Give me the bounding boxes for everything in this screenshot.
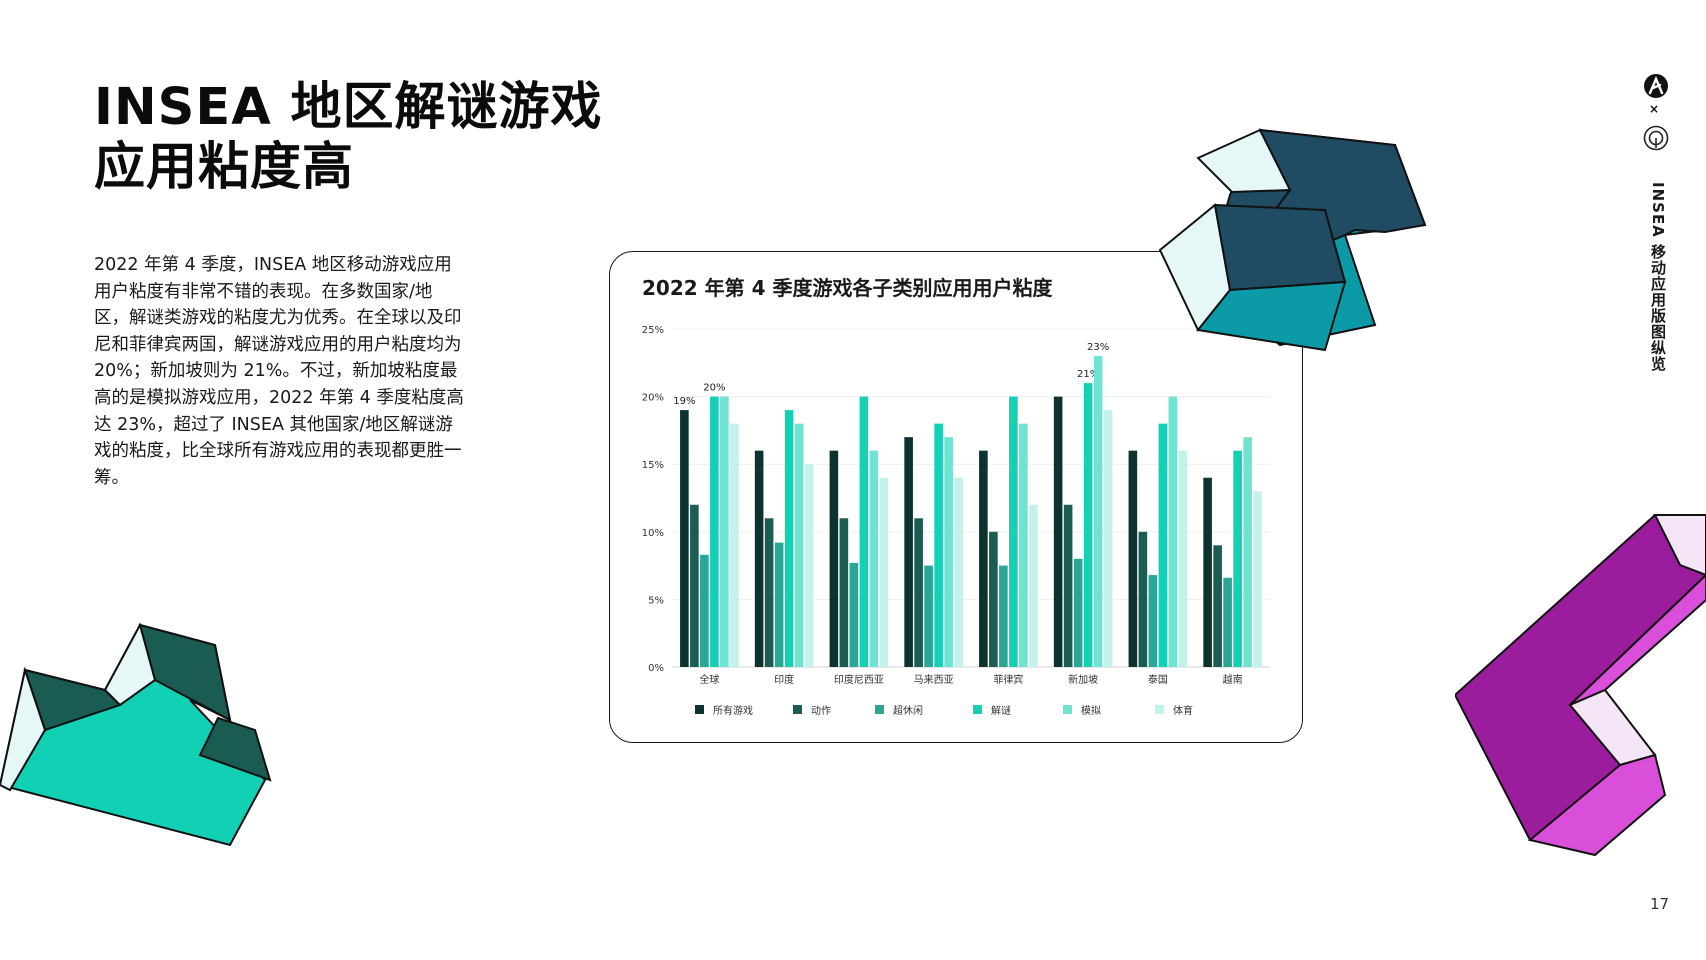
bar <box>1203 477 1212 667</box>
y-tick-label: 0% <box>648 663 664 674</box>
bar <box>829 450 839 667</box>
bar <box>720 396 729 667</box>
chart-card: 2022 年第 4 季度游戏各子类别应用用户粘度 0% 5% 10% 15% 20% 25… <box>609 251 1303 743</box>
bar <box>1053 396 1063 667</box>
bar <box>710 396 719 667</box>
bar <box>1168 396 1178 667</box>
legend-label: 超休闲 <box>893 704 923 717</box>
bar <box>979 450 988 667</box>
bar <box>879 477 889 667</box>
bar <box>849 562 859 667</box>
legend-swatch <box>973 705 982 714</box>
page-title: INSEA 地区解谜游戏 应用粘度高 <box>94 78 602 198</box>
bar <box>1138 531 1148 667</box>
bar <box>914 518 923 667</box>
x-tick-label: 越南 <box>1223 673 1243 686</box>
data-label: 21% <box>1077 369 1099 380</box>
bar <box>1233 450 1242 667</box>
bar <box>764 518 774 667</box>
legend-label: 动作 <box>811 705 831 717</box>
x-tick-label: 泰国 <box>1148 673 1168 686</box>
bar <box>869 450 879 667</box>
bar <box>1073 558 1083 667</box>
bar <box>954 477 963 667</box>
y-tick-label: 10% <box>642 528 664 539</box>
legend-label: 体育 <box>1173 704 1193 717</box>
bar <box>1223 577 1232 667</box>
bar <box>924 565 933 667</box>
page-title-line-1: INSEA 地区解谜游戏 <box>94 78 603 137</box>
bar <box>1093 356 1103 667</box>
bar <box>794 423 804 667</box>
bar <box>700 554 709 667</box>
bar <box>944 437 953 667</box>
bar <box>1213 545 1222 667</box>
side-section-label: INSEA 移动应用版图纵览 <box>1649 182 1667 373</box>
bar <box>1029 504 1038 667</box>
legend-swatch <box>695 705 704 714</box>
x-tick-label: 全球 <box>699 673 719 686</box>
body-paragraph: 2022 年第 4 季度，INSEA 地区移动游戏应用用户粘度有非常不错的表现。… <box>94 255 464 488</box>
legend-label: 所有游戏 <box>713 704 753 717</box>
x-tick-label: 印度尼西亚 <box>834 673 884 686</box>
bar <box>804 464 814 667</box>
chart-title: 2022 年第 4 季度游戏各子类别应用用户粘度 <box>642 276 1053 300</box>
bar <box>1243 437 1252 667</box>
bar <box>774 542 784 667</box>
navy-3d-block-decoration <box>1158 127 1427 352</box>
legend-label: 模拟 <box>1081 704 1101 717</box>
y-tick-label: 5% <box>648 595 664 606</box>
data-label: 20% <box>703 383 725 394</box>
bar <box>989 531 998 667</box>
bar <box>690 504 699 667</box>
bar <box>730 423 739 667</box>
bar <box>934 423 943 667</box>
y-tick-label: 15% <box>642 460 664 471</box>
x-tick-label: 印度 <box>774 673 794 686</box>
data-label: 19% <box>673 396 695 407</box>
bar <box>999 565 1008 667</box>
bar <box>1148 575 1158 667</box>
legend-label: 解谜 <box>991 704 1011 717</box>
page-title-line-2: 应用粘度高 <box>94 138 355 197</box>
bar <box>1063 504 1073 667</box>
bar <box>859 396 869 667</box>
page-number: 17 <box>1650 895 1670 913</box>
bar <box>1009 396 1018 667</box>
bar <box>1019 423 1028 667</box>
y-tick-label: 25% <box>642 325 664 336</box>
teal-3d-block-decoration <box>0 622 272 847</box>
bar <box>1083 383 1093 667</box>
logo-separator: × <box>1649 102 1660 116</box>
brand-a-logo-icon <box>1644 74 1668 98</box>
bar <box>1128 450 1138 667</box>
legend-swatch <box>793 705 802 714</box>
bar <box>1158 423 1168 667</box>
x-tick-label: 新加坡 <box>1068 673 1098 686</box>
x-tick-label: 菲律宾 <box>993 673 1023 686</box>
legend-swatch <box>875 705 884 714</box>
legend-swatch <box>1063 705 1072 714</box>
partner-logo-icon <box>1643 125 1669 151</box>
bar-chart: 0% 5% 10% 15% 20% 25% 19% 20% 全球 印度 印度尼西亚 马来西亚 菲律宾 21… <box>642 325 1270 717</box>
bar <box>784 410 794 667</box>
bar <box>1253 491 1262 667</box>
bar <box>839 518 849 667</box>
y-tick-label: 20% <box>642 393 664 404</box>
purple-3d-block-decoration <box>1455 513 1706 857</box>
bar <box>1178 450 1188 667</box>
bar <box>680 410 689 667</box>
bar <box>1103 410 1113 667</box>
data-label: 23% <box>1087 342 1109 353</box>
bar <box>754 450 764 667</box>
legend-swatch <box>1155 705 1164 714</box>
x-tick-label: 马来西亚 <box>914 674 954 686</box>
bar <box>904 437 913 667</box>
